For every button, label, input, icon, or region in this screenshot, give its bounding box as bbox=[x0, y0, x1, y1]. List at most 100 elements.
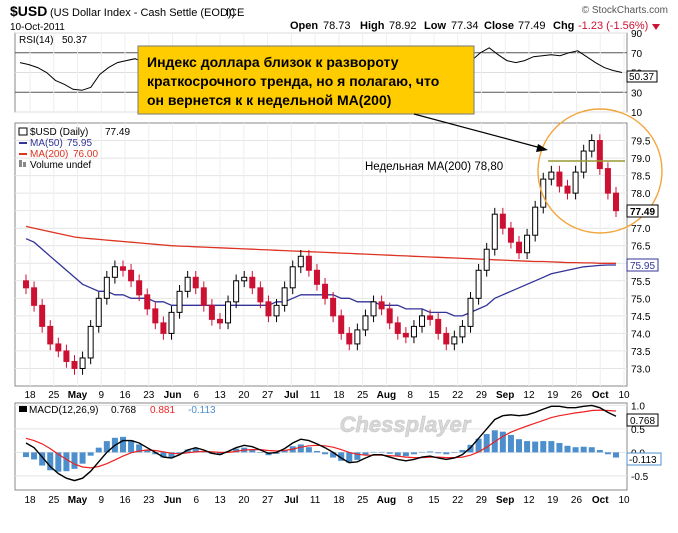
candle bbox=[273, 304, 280, 317]
macd-hist-bar bbox=[475, 438, 482, 453]
x-tick-label: Sep bbox=[496, 390, 514, 401]
callout: Индекс доллара близок к развороту кратко… bbox=[137, 45, 548, 152]
x-tick-label: 15 bbox=[428, 390, 440, 401]
macd-hist-bar bbox=[524, 441, 531, 453]
price-legend: $USD (Daily) 77.49 MA(50) 75.95 MA(200) … bbox=[18, 127, 130, 171]
x-tick-label: Sep bbox=[496, 495, 514, 506]
callout-arrow bbox=[413, 113, 542, 149]
legend-candle-icon bbox=[18, 127, 28, 136]
x-tick-label: 25 bbox=[357, 495, 369, 506]
candle bbox=[451, 336, 458, 345]
macd-histogram bbox=[23, 430, 619, 472]
open-label: Open bbox=[290, 20, 318, 32]
macd-tick-label: 0.5 bbox=[631, 425, 645, 436]
macd-hist-bar bbox=[152, 452, 159, 455]
macd-hist-bar bbox=[419, 451, 426, 453]
x-tick-label: 8 bbox=[407, 390, 413, 401]
macd-hist-bar bbox=[313, 450, 320, 453]
rsi-legend-value: 50.37 bbox=[62, 35, 87, 46]
x-tick-label: 23 bbox=[143, 390, 155, 401]
x-tick-label: 22 bbox=[452, 390, 464, 401]
rsi-value-tag-text: 50.37 bbox=[629, 72, 654, 83]
candle bbox=[103, 276, 110, 299]
legend-volume-label: Volume undef bbox=[30, 160, 91, 171]
legend-macd-label: MACD(12,26,9) bbox=[29, 405, 98, 416]
macd-hist-bar bbox=[548, 441, 555, 453]
rsi-tick-label: 30 bbox=[631, 88, 643, 99]
macd-hist-bar bbox=[378, 451, 385, 453]
candle bbox=[338, 315, 345, 334]
macd-hist-bar bbox=[556, 442, 563, 453]
macd-hist-bar bbox=[499, 431, 506, 453]
macd-tick-label: 1.0 bbox=[631, 401, 645, 412]
candle bbox=[241, 276, 248, 282]
x-tick-label: Aug bbox=[377, 495, 396, 506]
candle bbox=[313, 269, 320, 285]
x-tick-label: 16 bbox=[119, 390, 131, 401]
candle bbox=[516, 241, 523, 254]
candle bbox=[564, 185, 571, 194]
stockcharts-watermark: © StockCharts.com bbox=[582, 5, 668, 16]
macd-hist-bar bbox=[507, 434, 514, 453]
price-tick-label: 73.0 bbox=[631, 364, 651, 375]
candle bbox=[216, 318, 223, 324]
candle bbox=[87, 325, 94, 359]
legend-ma50-value: 75.95 bbox=[67, 138, 92, 149]
legend-hist-value: -0.113 bbox=[188, 405, 216, 416]
candle bbox=[281, 287, 288, 306]
candle bbox=[548, 171, 555, 180]
x-tick-label: 11 bbox=[310, 390, 321, 401]
macd-hist-bar bbox=[362, 452, 369, 456]
candle bbox=[257, 287, 264, 303]
x-tick-label: 20 bbox=[238, 390, 250, 401]
candle bbox=[31, 287, 38, 306]
price-tick-label: 79.5 bbox=[631, 137, 651, 148]
open-value: 78.73 bbox=[323, 20, 351, 32]
x-tick-label: 10 bbox=[618, 495, 630, 506]
macd-hist-bar bbox=[516, 439, 523, 453]
macd-hist-bar bbox=[184, 449, 191, 453]
x-tick-label: 29 bbox=[476, 495, 488, 506]
ma50-tag bbox=[626, 258, 659, 272]
rsi-value-tag bbox=[626, 70, 658, 83]
macd-x-axis: 18 25 May 9 16 23 Jun 6 13 20 27 Jul 11 18 25 Aug 8 15 22 2… bbox=[24, 495, 630, 506]
candle bbox=[297, 255, 304, 268]
x-tick-label: 25 bbox=[357, 390, 369, 401]
x-tick-label: May bbox=[68, 390, 88, 401]
macd-hist-bar bbox=[588, 447, 595, 453]
macd-hist-bar bbox=[160, 452, 167, 458]
callout-line-2: краткосрочного тренда, но я полагаю, что bbox=[147, 73, 439, 89]
x-tick-label: 13 bbox=[215, 495, 227, 506]
price-tick-label: 73.5 bbox=[631, 347, 651, 358]
macd-hist-bar bbox=[386, 452, 393, 454]
candle bbox=[604, 168, 611, 194]
macd-hist-bar bbox=[467, 444, 474, 453]
low-label: Low bbox=[424, 20, 446, 32]
candle bbox=[378, 301, 385, 310]
x-tick-label: 19 bbox=[547, 390, 559, 401]
candle bbox=[588, 140, 595, 152]
price-tick-label: 74.0 bbox=[631, 329, 651, 340]
candle bbox=[200, 287, 207, 306]
rsi-tick-label: 90 bbox=[631, 29, 643, 40]
macd-hist-bar bbox=[338, 452, 345, 461]
candle bbox=[111, 266, 118, 278]
macd-grid bbox=[15, 404, 627, 477]
legend-ma50-label: MA(50) bbox=[30, 138, 63, 149]
candle bbox=[55, 343, 62, 352]
price-tick-label: 78.5 bbox=[631, 172, 651, 183]
candle bbox=[613, 192, 619, 212]
price-x-axis: 18 25 May 9 16 23 Jun 6 13 20 27 Jul 11 18 25 Aug 8 15 22 2… bbox=[24, 390, 630, 401]
candle bbox=[47, 325, 54, 345]
x-tick-label: 25 bbox=[48, 390, 60, 401]
candle bbox=[556, 171, 563, 187]
candle bbox=[322, 283, 329, 299]
macd-hist-bar bbox=[39, 452, 46, 466]
price-tick-label: 75.5 bbox=[631, 277, 651, 288]
x-tick-label: 18 bbox=[333, 495, 345, 506]
ma200-line bbox=[25, 225, 616, 264]
macd-hist-bar bbox=[346, 452, 353, 463]
x-tick-label: 25 bbox=[48, 495, 60, 506]
macd-hist-bar bbox=[305, 447, 312, 453]
